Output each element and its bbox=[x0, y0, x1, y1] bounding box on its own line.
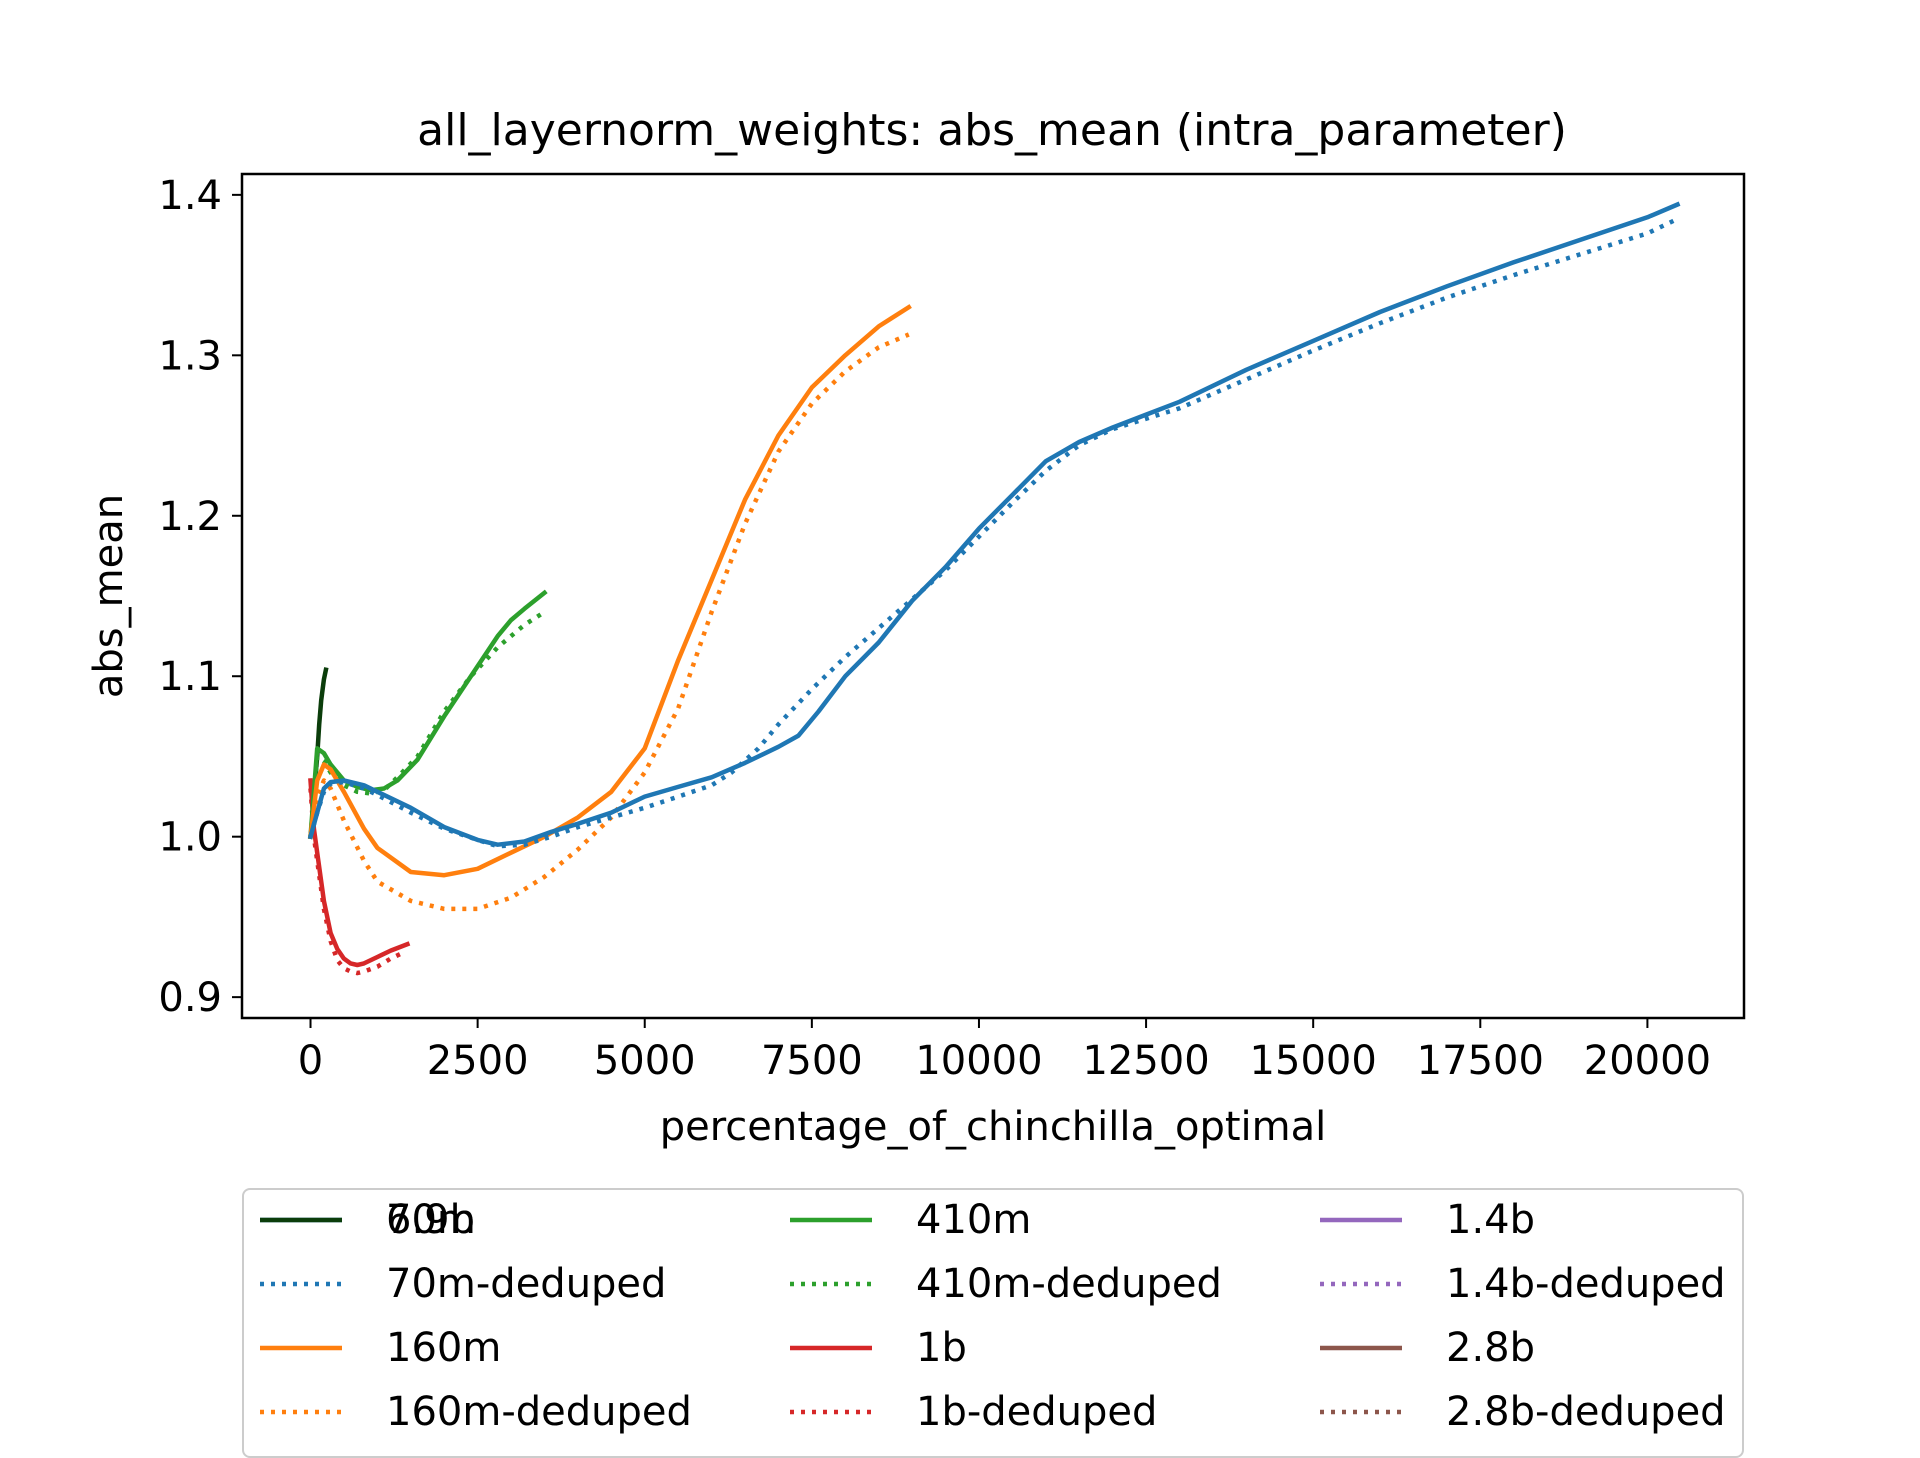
legend-swatch bbox=[1320, 1345, 1402, 1351]
legend-label: 6.9b bbox=[386, 1197, 476, 1243]
legend-label: 1.4b-deduped bbox=[1446, 1261, 1726, 1307]
legend-label: 160m-deduped bbox=[386, 1389, 692, 1435]
legend-swatch bbox=[1320, 1217, 1402, 1223]
legend-item: 70m-deduped bbox=[244, 1261, 667, 1307]
legend-label: 2.8b bbox=[1446, 1325, 1536, 1371]
legend-swatch bbox=[790, 1217, 872, 1223]
legend-label: 410m bbox=[916, 1197, 1032, 1243]
legend-label: 70m bbox=[386, 1197, 476, 1243]
legend-label: 410m-deduped bbox=[916, 1261, 1222, 1307]
x-tick-label: 7500 bbox=[761, 1038, 863, 1084]
legend-label: 1.4b bbox=[1446, 1197, 1536, 1243]
legend-swatch bbox=[790, 1345, 872, 1351]
legend-item: 410m-deduped bbox=[774, 1261, 1222, 1307]
legend-item: 1b-deduped bbox=[774, 1389, 1158, 1435]
x-tick-label: 15000 bbox=[1250, 1038, 1377, 1084]
y-tick-label: 1.0 bbox=[158, 815, 222, 861]
x-tick-label: 12500 bbox=[1082, 1038, 1209, 1084]
legend-item: 1.4b-deduped bbox=[1304, 1261, 1726, 1307]
legend-item: 6.9b bbox=[244, 1197, 476, 1243]
series-line-1b bbox=[308, 778, 411, 968]
legend-label: 2.8b-deduped bbox=[1446, 1389, 1726, 1435]
legend-label: 1b bbox=[916, 1325, 967, 1371]
x-tick-label: 5000 bbox=[594, 1038, 696, 1084]
legend-item: 160m-deduped bbox=[244, 1389, 692, 1435]
series-line-410m-deduped bbox=[308, 610, 546, 837]
y-tick-label: 1.2 bbox=[158, 494, 222, 540]
legend-label: 160m bbox=[386, 1325, 502, 1371]
x-tick-label: 2500 bbox=[427, 1038, 529, 1084]
legend-swatch bbox=[1320, 1281, 1402, 1287]
legend-label: 70m-deduped bbox=[386, 1261, 667, 1307]
y-tick-label: 0.9 bbox=[158, 975, 222, 1021]
legend-swatch bbox=[260, 1217, 342, 1223]
plot-frame bbox=[240, 172, 1746, 1020]
x-tick-label: 17500 bbox=[1417, 1038, 1544, 1084]
series-line-70m-deduped bbox=[308, 216, 1679, 849]
legend-swatch bbox=[260, 1281, 342, 1287]
series-line-70m bbox=[307, 201, 1681, 847]
legend-item: 1b bbox=[774, 1325, 967, 1371]
legend-item: 160m bbox=[244, 1325, 502, 1371]
legend-item: 410m bbox=[774, 1197, 1032, 1243]
x-tick-label: 20000 bbox=[1584, 1038, 1711, 1084]
series-line-1b-deduped bbox=[308, 788, 406, 976]
legend-item: 2.8b bbox=[1304, 1325, 1536, 1371]
legend: 70m 70m-deduped 160m 160m-deduped 410m 410m-d… bbox=[242, 1188, 1744, 1458]
series-line-160m bbox=[307, 304, 912, 878]
plot-lines bbox=[307, 201, 1681, 976]
y-tick-label: 1.4 bbox=[158, 173, 222, 219]
series-line-410m bbox=[308, 589, 548, 840]
y-tick-label: 1.3 bbox=[158, 333, 222, 379]
legend-label: 1b-deduped bbox=[916, 1389, 1158, 1435]
legend-swatch bbox=[260, 1345, 342, 1351]
legend-item: 2.8b-deduped bbox=[1304, 1389, 1726, 1435]
y-tick-label: 1.1 bbox=[158, 654, 222, 700]
x-tick-label: 10000 bbox=[915, 1038, 1042, 1084]
y-axis: 0.9 1.0 1.1 1.2 1.3 1.4 bbox=[158, 173, 242, 1021]
legend-swatch bbox=[790, 1409, 872, 1415]
legend-swatch bbox=[260, 1409, 342, 1415]
x-tick-label: 0 bbox=[298, 1038, 323, 1084]
chart-title: all_layernorm_weights: abs_mean (intra_p… bbox=[417, 105, 1567, 156]
legend-swatch bbox=[790, 1281, 872, 1287]
x-axis-label: percentage_of_chinchilla_optimal bbox=[660, 1104, 1327, 1150]
legend-item: 1.4b bbox=[1304, 1197, 1536, 1243]
x-axis: 0 2500 5000 7500 10000 12500 15000 17500 20000 bbox=[298, 1018, 1711, 1084]
y-axis-label: abs_mean bbox=[86, 494, 132, 698]
legend-swatch bbox=[1320, 1409, 1402, 1415]
series-line-160m-deduped bbox=[308, 332, 910, 912]
